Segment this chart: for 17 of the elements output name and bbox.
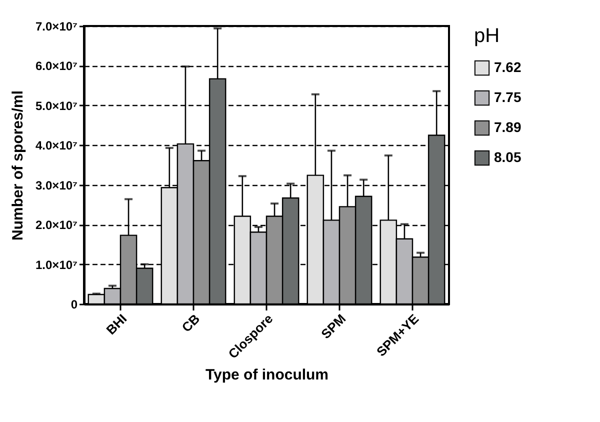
y-axis-title: Number of spores/ml (10, 90, 27, 241)
y-tick-label: 4.0×10⁷ (36, 138, 78, 153)
x-tick-label: BHI (103, 311, 130, 338)
y-tick-label: 1.0×10⁷ (36, 258, 78, 272)
y-tick-label: 7.0×10⁷ (36, 20, 78, 34)
x-tick-label: CB (178, 311, 203, 335)
y-tick-label: 0 (70, 298, 78, 312)
y-tick-label: 3.0×10⁷ (36, 178, 78, 192)
legend-title: pH (474, 25, 500, 47)
y-tick-label: 6.0×10⁷ (36, 59, 78, 74)
x-axis-title: Type of inoculum (205, 366, 329, 384)
legend-label: 7.75 (494, 89, 522, 105)
legend-label: 8.05 (494, 149, 522, 165)
y-tick-label: 5.0×10⁷ (36, 98, 78, 113)
legend-label: 7.62 (494, 59, 522, 75)
legend-label: 7.89 (494, 119, 522, 135)
y-tick-label: 2.0×10⁷ (36, 218, 78, 232)
